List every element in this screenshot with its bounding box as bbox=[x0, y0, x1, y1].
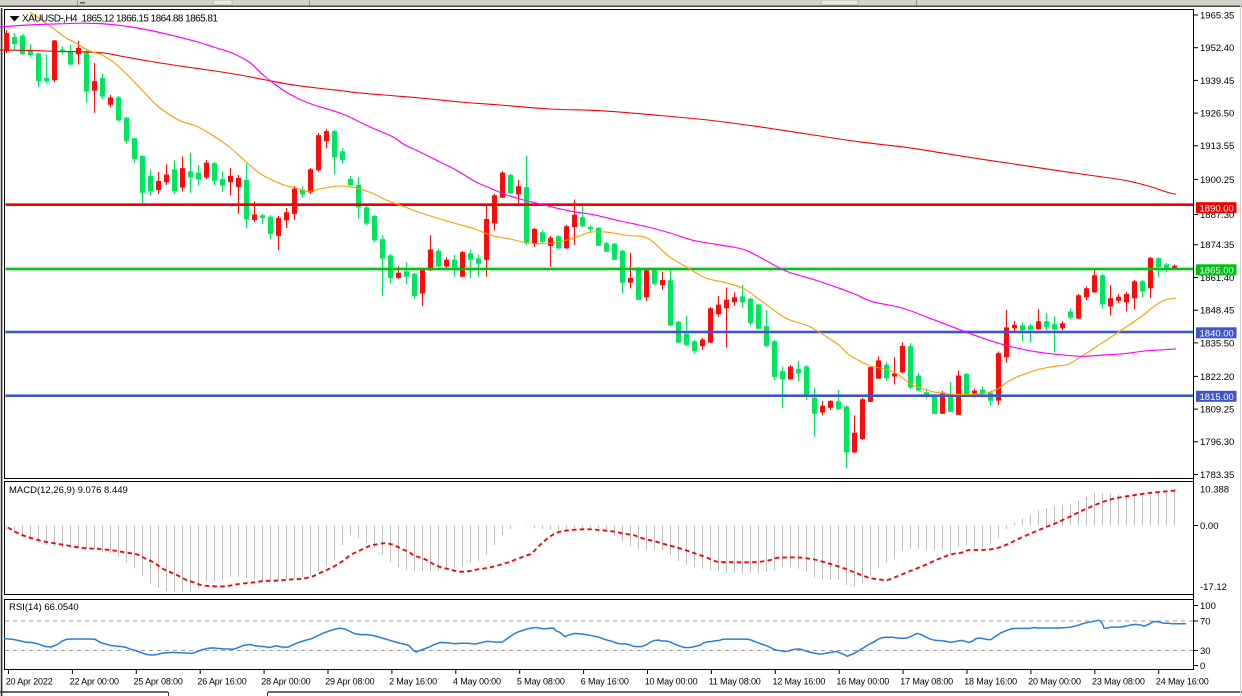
svg-text:1887.30: 1887.30 bbox=[1200, 210, 1234, 221]
svg-text:20 May 00:00: 20 May 00:00 bbox=[1028, 677, 1081, 687]
svg-text:1783.35: 1783.35 bbox=[1200, 470, 1234, 481]
svg-text:26 Apr 16:00: 26 Apr 16:00 bbox=[197, 677, 246, 687]
svg-text:MACD(12,26,9) 9.076 8.449: MACD(12,26,9) 9.076 8.449 bbox=[9, 485, 128, 496]
svg-text:1861.40: 1861.40 bbox=[1200, 273, 1234, 284]
svg-text:1822.20: 1822.20 bbox=[1200, 372, 1234, 383]
svg-text:1848.45: 1848.45 bbox=[1200, 306, 1234, 317]
svg-text:0: 0 bbox=[1200, 661, 1205, 672]
svg-text:70: 70 bbox=[1200, 616, 1211, 627]
svg-text:16 May 00:00: 16 May 00:00 bbox=[836, 677, 889, 687]
svg-text:4 May 00:00: 4 May 00:00 bbox=[453, 677, 501, 687]
svg-text:1900.25: 1900.25 bbox=[1200, 175, 1234, 186]
svg-text:1815.00: 1815.00 bbox=[1200, 392, 1234, 403]
svg-text:1913.55: 1913.55 bbox=[1200, 141, 1234, 152]
svg-text:1952.40: 1952.40 bbox=[1200, 43, 1234, 54]
svg-text:23 May 08:00: 23 May 08:00 bbox=[1092, 677, 1145, 687]
svg-text:29 Apr 08:00: 29 Apr 08:00 bbox=[325, 677, 374, 687]
svg-text:100: 100 bbox=[1200, 601, 1216, 612]
svg-text:1874.35: 1874.35 bbox=[1200, 240, 1234, 251]
svg-text:1865.00: 1865.00 bbox=[1200, 265, 1234, 276]
svg-text:22 Apr 00:00: 22 Apr 00:00 bbox=[70, 677, 119, 687]
svg-text:1965.35: 1965.35 bbox=[1200, 10, 1234, 21]
svg-text:24 May 16:00: 24 May 16:00 bbox=[1156, 677, 1209, 687]
svg-text:28 Apr 00:00: 28 Apr 00:00 bbox=[261, 677, 310, 687]
svg-text:17 May 08:00: 17 May 08:00 bbox=[900, 677, 953, 687]
svg-text:25 Apr 08:00: 25 Apr 08:00 bbox=[134, 677, 183, 687]
svg-text:1840.00: 1840.00 bbox=[1200, 328, 1234, 339]
svg-text:10 May 00:00: 10 May 00:00 bbox=[645, 677, 698, 687]
svg-text:2 May 16:00: 2 May 16:00 bbox=[389, 677, 437, 687]
svg-text:XAUUSD-,H4 1865.12 1866.15 18: XAUUSD-,H4 1865.12 1866.15 1864.88 1865.… bbox=[22, 14, 218, 25]
svg-text:6 May 16:00: 6 May 16:00 bbox=[581, 677, 629, 687]
svg-text:10.388: 10.388 bbox=[1200, 484, 1229, 495]
svg-text:1926.50: 1926.50 bbox=[1200, 109, 1234, 120]
svg-text:RSI(14) 66.0540: RSI(14) 66.0540 bbox=[9, 602, 79, 613]
svg-text:0.00: 0.00 bbox=[1200, 521, 1219, 532]
svg-text:1835.50: 1835.50 bbox=[1200, 338, 1234, 349]
svg-text:-17.12: -17.12 bbox=[1200, 582, 1227, 593]
svg-text:20 Apr 2022: 20 Apr 2022 bbox=[6, 677, 53, 687]
svg-text:12 May 16:00: 12 May 16:00 bbox=[773, 677, 826, 687]
svg-text:11 May 08:00: 11 May 08:00 bbox=[709, 677, 761, 687]
svg-text:5 May 08:00: 5 May 08:00 bbox=[517, 677, 565, 687]
svg-text:30: 30 bbox=[1200, 646, 1211, 657]
svg-text:1939.45: 1939.45 bbox=[1200, 76, 1234, 87]
svg-text:18 May 16:00: 18 May 16:00 bbox=[964, 677, 1017, 687]
svg-text:1890.00: 1890.00 bbox=[1200, 203, 1234, 214]
svg-text:1809.25: 1809.25 bbox=[1200, 405, 1234, 416]
svg-text:1796.30: 1796.30 bbox=[1200, 437, 1234, 448]
